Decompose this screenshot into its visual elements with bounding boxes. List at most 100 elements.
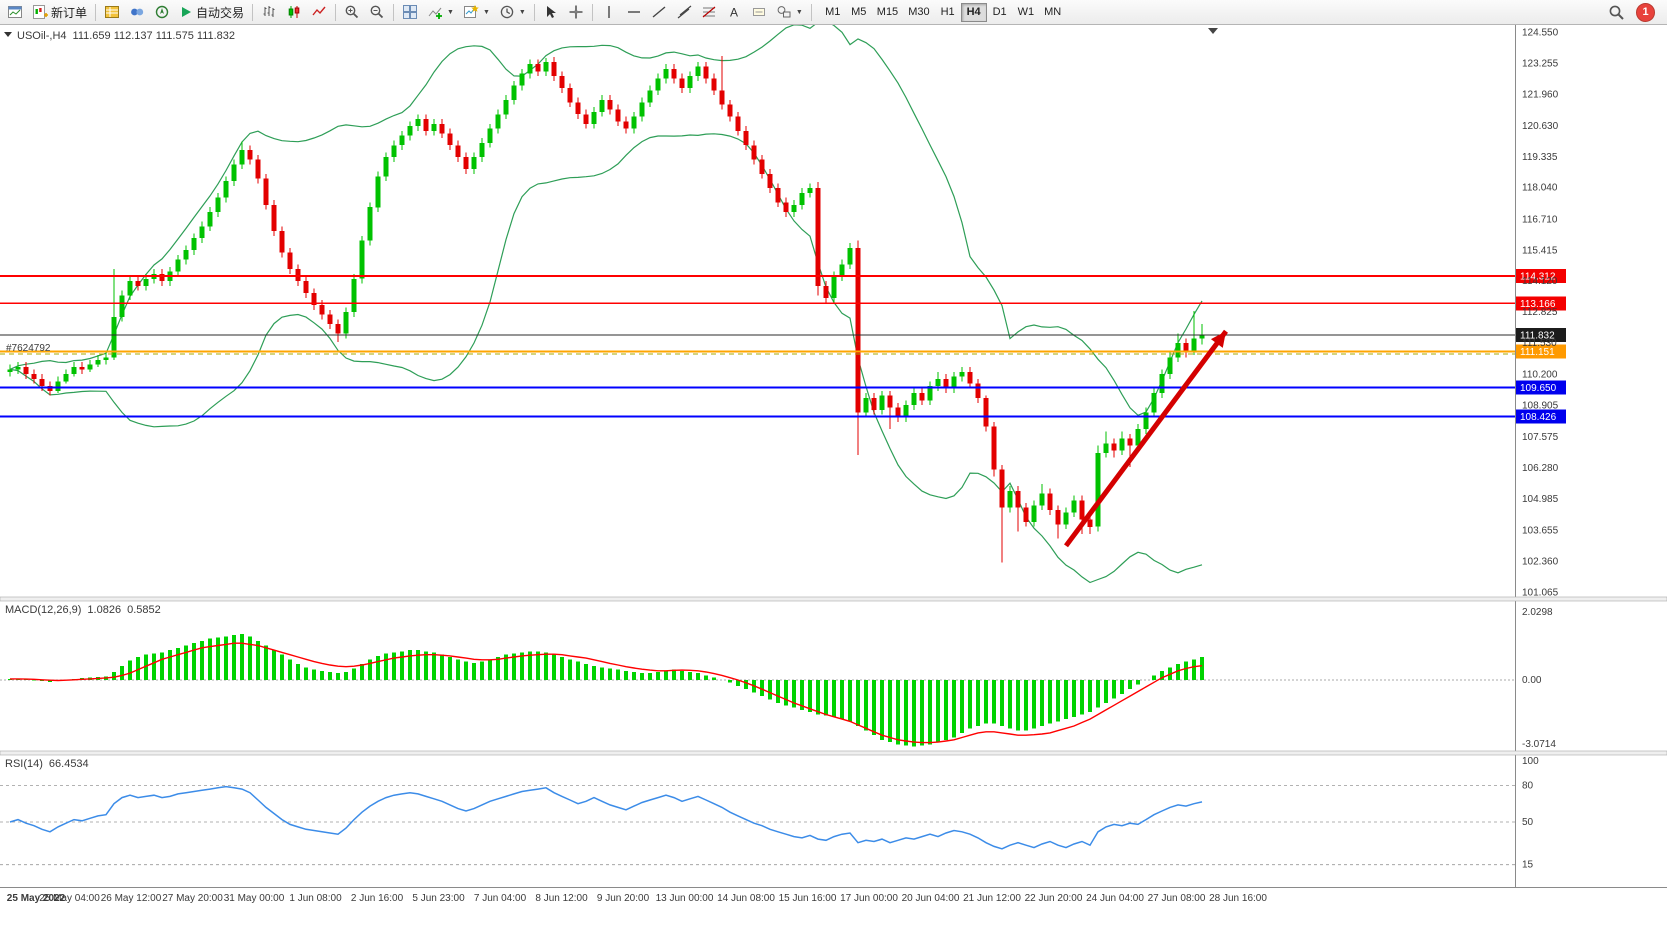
svg-text:2.0298: 2.0298	[1522, 607, 1553, 618]
dropdown-caret-icon: ▼	[447, 8, 454, 16]
new-chart-button[interactable]	[3, 2, 27, 23]
price-tag	[1516, 380, 1566, 395]
rsi-value: 66.4534	[48, 758, 89, 770]
timeframe-m1-button[interactable]: M1	[820, 3, 846, 22]
macd-panel-layer	[0, 634, 1515, 747]
svg-text:114.312: 114.312	[1520, 272, 1556, 283]
autotrade-label: 自动交易	[196, 5, 245, 20]
macd-main-value: 1.0826	[87, 604, 122, 616]
svg-text:123.255: 123.255	[1522, 58, 1559, 69]
data-window-button[interactable]	[125, 2, 149, 23]
svg-text:111.530: 111.530	[1522, 338, 1557, 349]
indicators-button[interactable]: ▼	[423, 2, 458, 23]
svg-text:100: 100	[1522, 756, 1539, 767]
svg-text:110.200: 110.200	[1522, 370, 1558, 381]
svg-text:50: 50	[1522, 817, 1534, 828]
autotrade-play-icon	[179, 5, 193, 19]
timeframe-mn-button[interactable]: MN	[1039, 3, 1066, 22]
svg-text:80: 80	[1522, 780, 1534, 791]
svg-text:114.120: 114.120	[1522, 276, 1558, 287]
text-tool-button[interactable]: A	[722, 2, 746, 23]
horizontal-line-tool-button[interactable]	[622, 2, 646, 23]
toolbar-separator	[95, 3, 97, 21]
price-tag	[1516, 328, 1566, 343]
crosshair-tool-button[interactable]	[564, 2, 588, 23]
svg-text:111.151: 111.151	[1520, 347, 1555, 358]
bar-chart-type-button[interactable]	[257, 2, 281, 23]
data-window-icon	[129, 4, 145, 20]
channel-icon	[676, 4, 692, 20]
svg-text:28 Jun 16:00: 28 Jun 16:00	[1209, 893, 1267, 904]
svg-text:22 Jun 20:00: 22 Jun 20:00	[1025, 893, 1083, 904]
chart-canvas[interactable]: #7624792 114.312 113.166 111.832 111.151 109.…	[0, 25, 1667, 944]
fibonacci-tool-button[interactable]	[697, 2, 721, 23]
new-order-button[interactable]: 新订单	[28, 2, 91, 23]
market-watch-icon	[104, 4, 120, 20]
price-tag	[1516, 409, 1566, 424]
navigator-button[interactable]	[150, 2, 174, 23]
trend-arrow-head	[1210, 331, 1226, 348]
dropdown-caret-icon: ▼	[518, 8, 526, 16]
market-watch-button[interactable]	[100, 2, 124, 23]
clock-icon	[499, 4, 515, 20]
symbol-label: USOil-,H4	[17, 30, 67, 42]
zoom-out-button[interactable]	[365, 2, 389, 23]
toolbar-separator	[810, 3, 812, 21]
timeframe-w1-button[interactable]: W1	[1013, 3, 1040, 22]
svg-text:5 Jun 23:00: 5 Jun 23:00	[412, 893, 465, 904]
search-button[interactable]	[1604, 2, 1629, 23]
svg-text:15: 15	[1522, 860, 1534, 871]
rsi-line	[9, 785, 1203, 850]
rsi-indicator-label: RSI(14) 66.4534	[5, 758, 95, 770]
svg-text:104.985: 104.985	[1522, 494, 1559, 505]
crosshair-icon	[568, 4, 584, 20]
macd-signal-value: 0.5852	[127, 604, 161, 616]
toolbar: 新订单 自动交易 ▼ ▼ ▼ A ▼ M1 M5 M15 M30 H1 H4 D1 W1 MN …	[0, 0, 1667, 25]
timeframe-m5-button[interactable]: M5	[846, 3, 872, 22]
navigator-icon	[154, 4, 170, 20]
shapes-tool-button[interactable]: ▼	[772, 2, 807, 23]
timeframe-h4-button[interactable]: H4	[960, 2, 987, 22]
svg-text:25 May 2022: 25 May 2022	[7, 893, 66, 904]
timeframe-h1-button[interactable]: H1	[935, 3, 961, 22]
search-icon	[1608, 4, 1625, 21]
new-order-icon	[32, 4, 48, 20]
svg-text:111.832: 111.832	[1520, 331, 1555, 342]
line-chart-type-button[interactable]	[307, 2, 331, 23]
zoom-out-icon	[369, 4, 385, 20]
panel-divider	[0, 750, 1667, 756]
timeframe-m15-button[interactable]: M15	[872, 3, 903, 22]
dropdown-caret-icon: ▼	[482, 8, 490, 16]
trend-arrow	[1063, 329, 1229, 548]
svg-text:21 Jun 12:00: 21 Jun 12:00	[963, 893, 1021, 904]
channel-tool-button[interactable]	[672, 2, 696, 23]
svg-text:115.415: 115.415	[1522, 245, 1558, 256]
tile-windows-button[interactable]	[398, 2, 422, 23]
axes-layer: 114.312 113.166 111.832 111.151 109.650 108.4…	[0, 25, 1667, 904]
autotrade-button[interactable]: 自动交易	[175, 2, 248, 23]
cursor-tool-button[interactable]	[539, 2, 563, 23]
svg-text:120.630: 120.630	[1522, 121, 1559, 132]
candlestick-type-button[interactable]	[282, 2, 306, 23]
zoom-in-button[interactable]	[340, 2, 364, 23]
svg-text:26 May 12:00: 26 May 12:00	[101, 893, 162, 904]
timeframe-m30-button[interactable]: M30	[903, 3, 934, 22]
templates-button[interactable]: ▼	[459, 2, 494, 23]
trendline-icon	[651, 4, 667, 20]
toolbar-separator	[252, 3, 254, 21]
price-tag	[1516, 269, 1566, 284]
label-tool-button[interactable]	[747, 2, 771, 23]
timeframe-d1-button[interactable]: D1	[987, 3, 1013, 22]
svg-text:112.825: 112.825	[1522, 307, 1558, 318]
svg-text:20 Jun 04:00: 20 Jun 04:00	[902, 893, 960, 904]
chart-window: #7624792 114.312 113.166 111.832 111.151 109.…	[0, 25, 1667, 944]
zoom-in-icon	[344, 4, 360, 20]
vertical-line-tool-button[interactable]	[597, 2, 621, 23]
trendline-tool-button[interactable]	[647, 2, 671, 23]
period-button[interactable]: ▼	[495, 2, 530, 23]
candlestick-icon	[286, 4, 302, 20]
line-chart-icon	[311, 4, 327, 20]
svg-text:0.00: 0.00	[1522, 675, 1542, 686]
notification-badge[interactable]: 1	[1636, 2, 1655, 22]
svg-text:107.575: 107.575	[1522, 432, 1559, 443]
